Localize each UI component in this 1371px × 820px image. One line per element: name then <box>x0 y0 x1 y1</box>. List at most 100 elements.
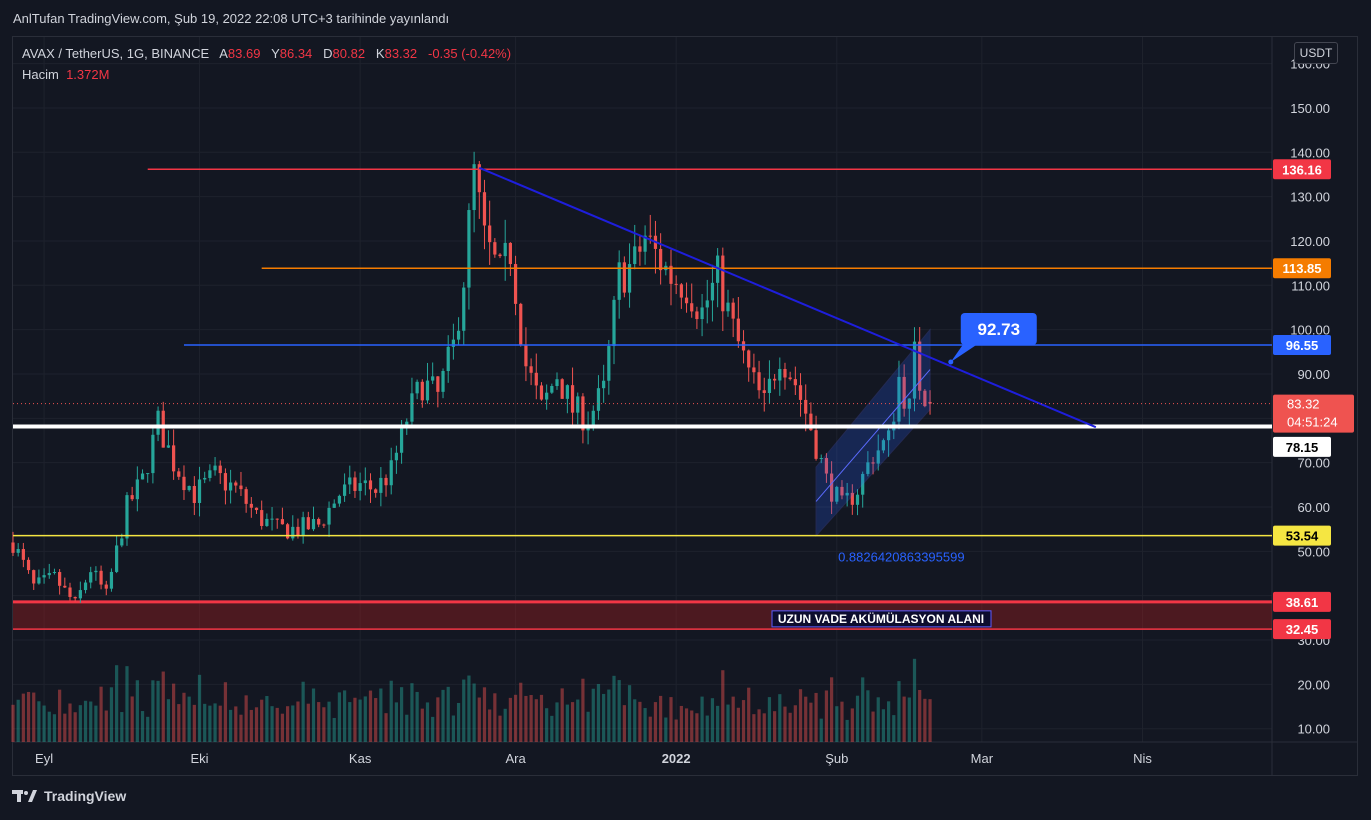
candle-body <box>855 494 860 505</box>
descending-trendline[interactable] <box>478 166 1097 429</box>
volume-bar <box>876 697 880 742</box>
volume-value: 1.372M <box>66 67 110 82</box>
candle-body <box>192 485 196 503</box>
tradingview-logo[interactable]: TradingView <box>12 788 126 804</box>
currency-button[interactable]: USDT <box>1294 42 1338 64</box>
candle-body <box>52 572 57 574</box>
volume-bar <box>659 695 663 742</box>
volume-bar <box>503 708 507 742</box>
candle-body <box>270 518 274 520</box>
candle-body <box>731 302 735 319</box>
volume-bar <box>104 710 108 742</box>
publish-info: AnlTufan TradingView.com, Şub 19, 2022 2… <box>13 11 450 26</box>
candle-body <box>493 242 497 255</box>
candle-body <box>726 302 730 312</box>
volume-bar <box>89 701 93 742</box>
volume-bar <box>596 684 601 742</box>
volume-bar <box>534 699 538 742</box>
volume-bar <box>861 677 865 742</box>
candle-body <box>89 572 93 583</box>
volume-bar <box>773 711 777 742</box>
candle-body <box>757 372 761 391</box>
volume-bar <box>146 716 150 742</box>
candle-body <box>918 341 922 391</box>
volume-bar <box>928 699 932 742</box>
candle-body <box>425 380 430 401</box>
candle-body <box>902 376 906 409</box>
candle-body <box>519 303 523 345</box>
candle-body <box>565 385 569 399</box>
candle-body <box>130 495 134 500</box>
candle-body <box>311 519 316 530</box>
volume-bar <box>399 687 404 742</box>
level-badge-bg <box>1273 258 1331 279</box>
zone-bottom-badge-bg <box>1273 619 1331 640</box>
candle-body <box>384 477 388 486</box>
close-value: 83.32 <box>384 46 418 61</box>
volume-bar <box>265 696 269 742</box>
level-badge: 96.55 <box>1286 338 1319 353</box>
volume-bar <box>177 704 181 742</box>
candle-body <box>254 507 259 511</box>
volume-bar <box>254 707 259 742</box>
close-label: K <box>375 46 385 61</box>
candle-body <box>482 192 487 226</box>
candle-body <box>399 424 404 453</box>
volume-bar <box>415 691 419 742</box>
candle-body <box>342 484 347 496</box>
volume-bar <box>835 706 839 742</box>
candle-body <box>602 380 606 389</box>
low-value: 80.82 <box>332 46 366 61</box>
volume-bar <box>684 708 689 742</box>
candle-body <box>115 545 119 572</box>
volume-bar <box>441 689 445 742</box>
candle-body <box>861 473 865 495</box>
accumulation-zone[interactable] <box>13 601 1272 630</box>
candle-body <box>239 485 243 490</box>
price-chart[interactable]: 92.73 0.8826420863395599 UZUN VADE AKÜMÜLA… <box>0 0 1371 785</box>
volume-bar <box>617 680 621 742</box>
level-badge: 53.54 <box>1286 529 1319 544</box>
candle-body <box>47 573 51 576</box>
candle-body <box>146 473 150 475</box>
candle-body <box>285 524 290 539</box>
candle-body <box>581 396 585 431</box>
candle-body <box>21 549 25 560</box>
candle-body <box>798 385 803 400</box>
candle-body <box>223 473 228 491</box>
candle-body <box>301 517 305 536</box>
volume-bar <box>778 694 782 742</box>
candle-body <box>109 571 114 589</box>
callout-box[interactable] <box>960 313 1037 346</box>
candle-body <box>99 570 103 585</box>
volume-bar <box>342 690 347 742</box>
level-badge: 78.15 <box>1286 440 1319 455</box>
volume-bar <box>892 715 896 742</box>
chart-panel[interactable] <box>12 36 1358 776</box>
candle-body <box>627 264 632 293</box>
symbol-label[interactable]: AVAX / TetherUS, 1G, BINANCE <box>22 46 210 61</box>
volume-bar <box>218 705 222 742</box>
volume-bar <box>11 704 15 742</box>
candle-body <box>570 385 575 413</box>
volume-bar <box>824 690 829 742</box>
candle-body <box>441 371 445 392</box>
candle-body <box>218 465 222 474</box>
candle-body <box>327 507 331 525</box>
volume-bar <box>798 689 803 742</box>
x-tick-label: Şub <box>825 751 848 766</box>
volume-bar <box>140 711 145 742</box>
candle-body <box>182 476 186 491</box>
candle-body <box>912 341 917 399</box>
volume-bar <box>280 713 285 742</box>
volume-bar <box>151 680 155 742</box>
volume-bar <box>513 694 518 742</box>
volume-bar <box>446 686 450 742</box>
candle-body <box>291 526 295 539</box>
volume-bar <box>690 710 694 742</box>
volume-bar <box>456 702 461 742</box>
y-tick-label: 10.00 <box>1297 722 1330 737</box>
level-badge-bg <box>1273 525 1331 546</box>
volume-bar <box>467 675 471 742</box>
rising-channel[interactable] <box>815 328 931 538</box>
